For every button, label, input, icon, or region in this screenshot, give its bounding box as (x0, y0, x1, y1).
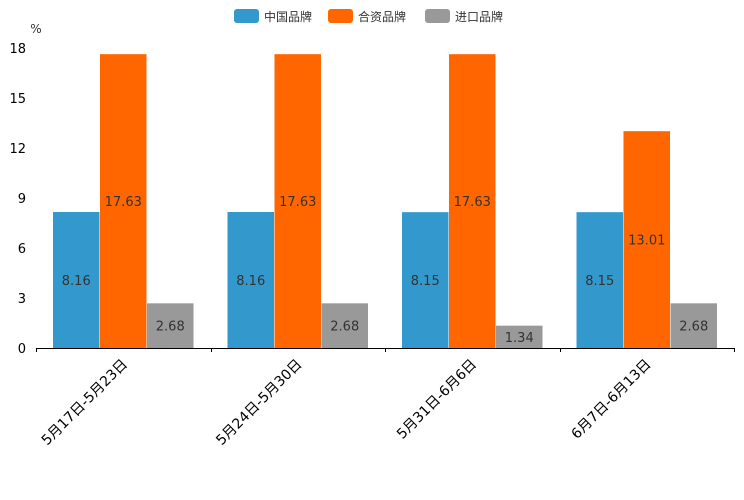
bar-value-label: 8.16 (236, 274, 265, 289)
x-tick-label: 5月31日-6月6日 (394, 356, 480, 442)
bar-value-label: 8.15 (585, 274, 614, 289)
bar-value-label: 13.01 (628, 234, 665, 249)
bar-1-1[interactable] (53, 212, 100, 348)
bar-1-4[interactable] (576, 212, 624, 348)
bar-value-label: 17.63 (454, 195, 491, 210)
bar-3-3[interactable] (496, 325, 543, 348)
bar-value-label: 1.34 (505, 331, 534, 346)
bar-value-label: 2.68 (330, 320, 359, 335)
legend-item-3[interactable]: 进口品牌 (425, 9, 503, 24)
bar-2-2[interactable] (274, 54, 322, 349)
y-tick-label: 18 (9, 42, 26, 57)
bar-value-label: 17.63 (279, 195, 316, 210)
x-tick-label: 6月7日-6月13日 (569, 356, 655, 442)
bar-value-label: 17.63 (105, 195, 142, 210)
legend-swatch (234, 9, 259, 23)
legend-swatch (328, 9, 353, 23)
y-tick-label: 12 (9, 142, 26, 157)
bar-value-label: 2.68 (679, 320, 708, 335)
y-tick-label: 9 (18, 192, 26, 207)
y-axis: 0 3 6 9 12 15 18 (9, 42, 26, 357)
bar-value-label: 8.15 (411, 274, 440, 289)
bars: 8.16 17.63 2.68 8.16 17.63 2.68 8.15 17.63 1.34 8… (53, 54, 718, 349)
y-tick-label: 6 (18, 242, 26, 257)
x-tick-label: 5月24日-5月30日 (213, 356, 305, 448)
y-axis-unit-label: % (30, 22, 41, 36)
legend-label: 进口品牌 (455, 10, 503, 24)
bar-3-2[interactable] (321, 303, 369, 348)
legend-label: 合资品牌 (358, 9, 406, 24)
bar-2-1[interactable] (100, 54, 147, 349)
legend-label: 中国品牌 (264, 9, 312, 24)
y-tick-label: 0 (18, 342, 26, 357)
y-tick-label: 15 (9, 92, 26, 107)
bar-3-4[interactable] (670, 303, 718, 348)
legend[interactable]: 中国品牌 合资品牌 进口品牌 (234, 9, 503, 24)
legend-item-1[interactable]: 中国品牌 (234, 9, 312, 24)
bar-1-3[interactable] (402, 212, 449, 348)
legend-swatch (425, 9, 450, 23)
y-tick-label: 3 (18, 292, 26, 307)
bar-2-3[interactable] (449, 54, 496, 349)
bar-value-label: 8.16 (62, 274, 91, 289)
x-tick-label: 5月17日-5月23日 (39, 356, 131, 448)
bar-value-label: 2.68 (156, 320, 185, 335)
bar-1-2[interactable] (227, 212, 275, 348)
x-axis: 5月17日-5月23日 5月24日-5月30日 5月31日-6月6日 6月7日-6月1… (36, 348, 735, 449)
bar-3-1[interactable] (147, 303, 194, 348)
bar-2-4[interactable] (623, 131, 671, 348)
legend-item-2[interactable]: 合资品牌 (328, 9, 406, 24)
